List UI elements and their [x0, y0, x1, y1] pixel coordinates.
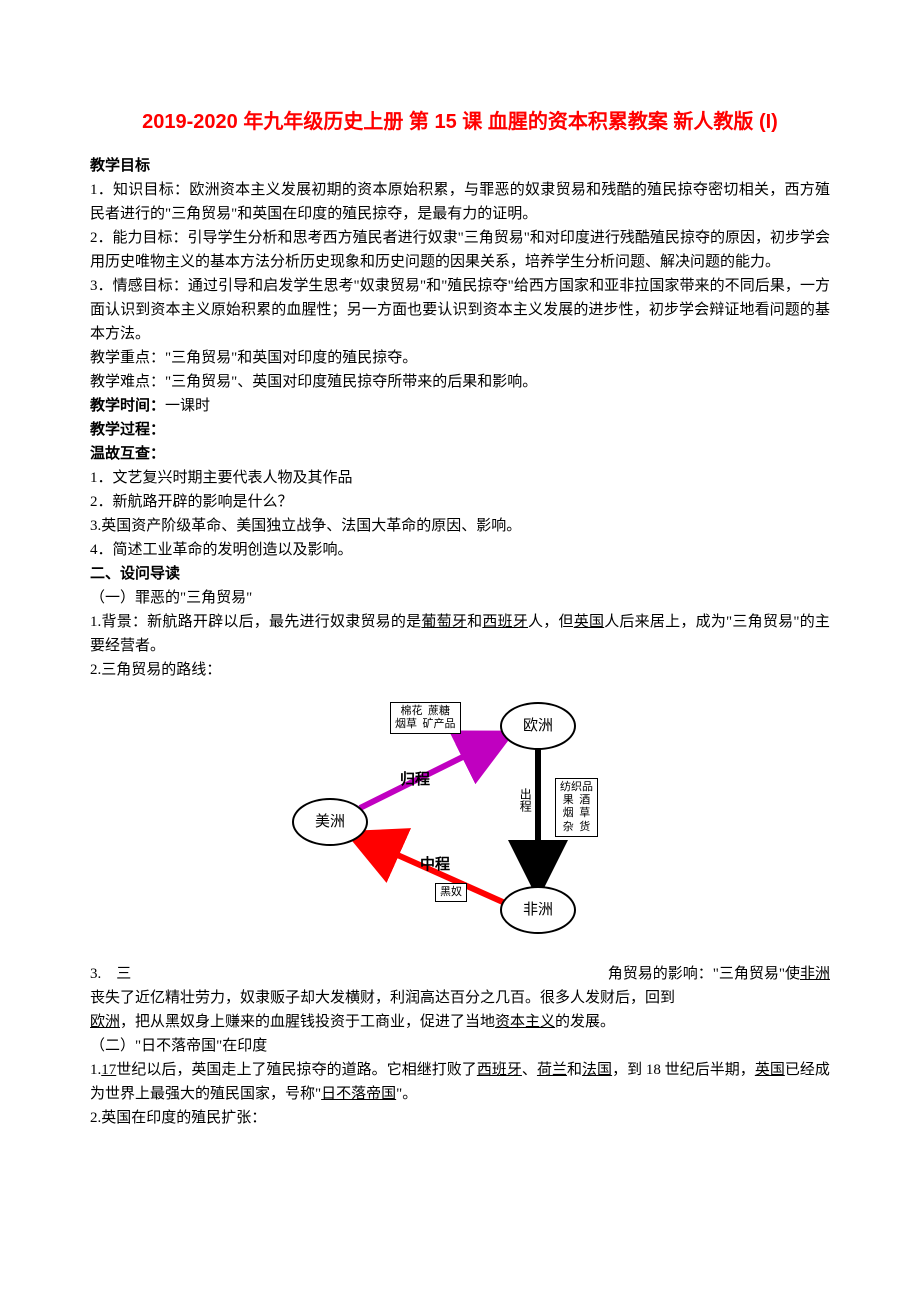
- part2-p2: 2.英国在印度的殖民扩张：: [90, 1106, 830, 1130]
- part2-heading: （二）"日不落帝国"在印度: [90, 1034, 830, 1058]
- impact-africa: 非洲: [800, 966, 830, 982]
- p2-empire: 日不落帝国: [321, 1086, 396, 1102]
- impact-line3: 欧洲，把从黑奴身上赚来的血腥钱投资于工商业，促进了当地资本主义的发展。: [90, 1010, 830, 1034]
- p2-holland: 荷兰: [537, 1062, 567, 1078]
- p2-b: 世纪以后，英国走上了殖民掠夺的道路。它相继打败了: [116, 1062, 477, 1078]
- p2-and: 和: [567, 1062, 582, 1078]
- goal-1: 1．知识目标：欧洲资本主义发展初期的资本原始积累，与罪恶的奴隶贸易和残酷的殖民掠…: [90, 178, 830, 226]
- p2-a: 1.: [90, 1062, 101, 1078]
- p2-france: 法国: [582, 1062, 612, 1078]
- bg-mid: 人，但: [528, 614, 574, 630]
- p2-e: "。: [396, 1086, 417, 1102]
- impact-l2-pre: 丧失了近亿精壮劳力，奴隶贩子却大发横财，利润高达百分之几百。很多人发财后，回到: [90, 990, 675, 1006]
- triangle-trade-diagram: 欧洲 美洲 非洲 棉花 蔗糖 烟草 矿产品 纺织品 果 酒 烟 草 杂 货 黑奴…: [90, 688, 830, 956]
- impact-capitalism: 资本主义: [495, 1014, 555, 1030]
- p2-spain: 西班牙: [477, 1062, 522, 1078]
- part1-background: 1.背景：新航路开辟以后，最先进行奴隶贸易的是葡萄牙和西班牙人，但英国人后来居上…: [90, 610, 830, 658]
- document-title: 2019-2020 年九年级历史上册 第 15 课 血腥的资本积累教案 新人教版…: [90, 100, 830, 144]
- heading-goals: 教学目标: [90, 154, 830, 178]
- node-america: 美洲: [292, 798, 368, 846]
- difficulty-point: 教学难点："三角贸易"、英国对印度殖民掠夺所带来的后果和影响。: [90, 370, 830, 394]
- node-europe: 欧洲: [500, 702, 576, 750]
- p2-comma: 、: [522, 1062, 537, 1078]
- goods-bottom: 黑奴: [435, 883, 467, 902]
- review-4: 4．简述工业革命的发明创造以及影响。: [90, 538, 830, 562]
- heading-section2: 二、设问导读: [90, 562, 830, 586]
- impact-l3-end: 的发展。: [555, 1014, 615, 1030]
- bg-portugal: 葡萄牙: [421, 614, 467, 630]
- review-3: 3.英国资产阶级革命、美国独立战争、法国大革命的原因、影响。: [90, 514, 830, 538]
- p2-britain: 英国: [755, 1062, 785, 1078]
- goal-2: 2．能力目标：引导学生分析和思考西方殖民者进行奴隶"三角贸易"和对印度进行残酷殖…: [90, 226, 830, 274]
- review-2: 2．新航路开辟的影响是什么？: [90, 490, 830, 514]
- part1-route: 2.三角贸易的路线：: [90, 658, 830, 682]
- label-return: 归程: [400, 768, 430, 792]
- bg-britain: 英国: [574, 614, 604, 630]
- goods-top: 棉花 蔗糖 烟草 矿产品: [390, 702, 461, 734]
- focus-point: 教学重点："三角贸易"和英国对印度的殖民掠夺。: [90, 346, 830, 370]
- heading-process: 教学过程：: [90, 418, 830, 442]
- bg-spain: 西班牙: [482, 614, 528, 630]
- review-1: 1．文艺复兴时期主要代表人物及其作品: [90, 466, 830, 490]
- impact-tail-pre: 角贸易的影响："三角贸易"使: [608, 966, 800, 982]
- heading-review: 温故互查：: [90, 442, 830, 466]
- part2-p1: 1.17世纪以后，英国走上了殖民掠夺的道路。它相继打败了西班牙、荷兰和法国，到 …: [90, 1058, 830, 1106]
- impact-line1: 3. 三 角贸易的影响："三角贸易"使非洲: [90, 962, 830, 986]
- time-label: 教学时间：: [90, 397, 165, 414]
- part1-heading: （一）罪恶的"三角贸易": [90, 586, 830, 610]
- goal-3: 3．情感目标：通过引导和启发学生思考"奴隶贸易"和"殖民掠夺"给西方国家和亚非拉…: [90, 274, 830, 346]
- impact-l3-mid: ，把从黑奴身上赚来的血腥钱投资于工商业，促进了当地: [120, 1014, 495, 1030]
- bg-pre: 1.背景：新航路开辟以后，最先进行奴隶贸易的是: [90, 614, 421, 630]
- impact-lead: 3. 三: [90, 962, 150, 986]
- time-value: 一课时: [165, 398, 210, 414]
- teaching-time: 教学时间：一课时: [90, 394, 830, 418]
- label-out: 出程: [518, 788, 531, 812]
- bg-and: 和: [467, 614, 482, 630]
- label-mid: 中程: [420, 853, 450, 877]
- impact-line2: 丧失了近亿精壮劳力，奴隶贩子却大发横财，利润高达百分之几百。很多人发财后，回到: [90, 986, 830, 1010]
- goods-right: 纺织品 果 酒 烟 草 杂 货: [555, 778, 598, 837]
- p2-century: 17: [101, 1062, 116, 1078]
- p2-c: ，到 18 世纪后半期，: [612, 1062, 755, 1078]
- node-africa: 非洲: [500, 886, 576, 934]
- document-page: 2019-2020 年九年级历史上册 第 15 课 血腥的资本积累教案 新人教版…: [0, 0, 920, 1190]
- impact-europe: 欧洲: [90, 1014, 120, 1030]
